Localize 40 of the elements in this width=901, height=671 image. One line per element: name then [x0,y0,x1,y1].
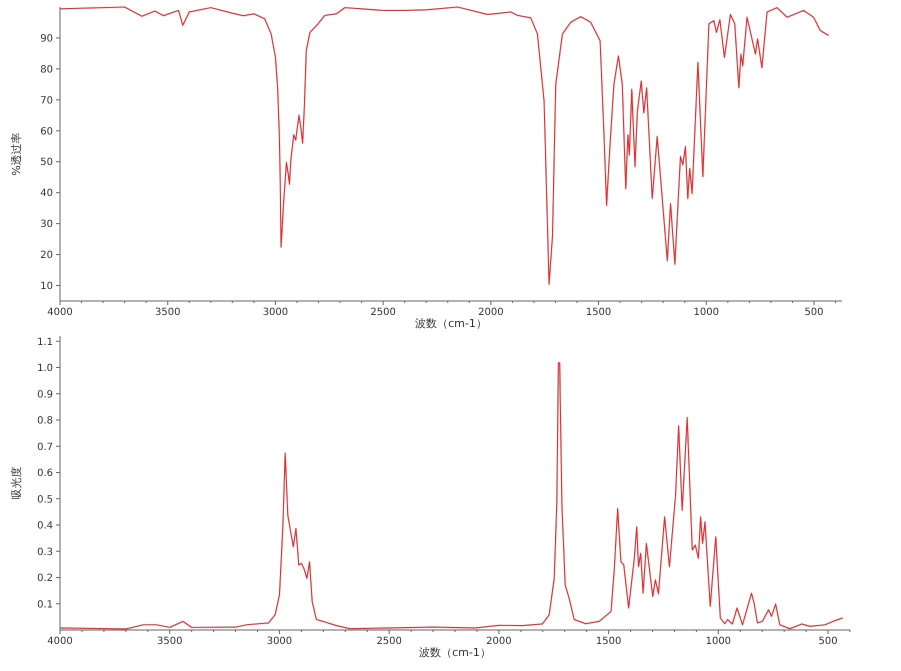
x-tick-label: 1000 [706,636,732,647]
x-tick-label: 1500 [596,636,622,647]
y-tick-label: 0.1 [37,599,53,610]
y-tick-label: 80 [40,64,53,76]
x-tick-label: 1000 [694,307,720,318]
x-axis-title: 波数（cm-1） [419,646,491,659]
y-tick-label: 0.9 [37,389,53,400]
y-tick-label: 0.5 [37,494,53,506]
y-tick-label: 70 [40,95,53,106]
x-tick-label: 4000 [47,636,73,647]
x-tick-label: 2500 [376,636,402,647]
y-tick-label: 60 [40,126,53,138]
y-tick-label: 0.4 [37,520,53,532]
y-tick-label: 90 [40,33,53,44]
y-tick-label: 1.1 [37,336,53,348]
y-tick-label: 10 [40,281,53,292]
y-tick-label: 0.2 [37,573,53,584]
y-tick-label: 30 [40,219,53,230]
x-tick-label: 2000 [486,636,512,647]
y-tick-label: 0.3 [37,546,53,558]
x-tick-label: 500 [804,307,824,318]
y-tick-label: 0.6 [37,468,53,479]
x-tick-label: 2500 [370,307,396,318]
x-tick-label: 3000 [262,307,288,318]
y-tick-label: 1.0 [37,363,53,374]
y-tick-label: 0.7 [37,442,53,453]
y-tick-label: 0.8 [37,416,53,426]
x-tick-label: 3500 [156,636,182,647]
x-tick-label: 3500 [154,307,180,318]
y-tick-label: 20 [40,250,53,262]
y-axis-title: %透过率 [10,132,23,176]
x-tick-label: 3000 [266,636,292,647]
x-tick-label: 4000 [47,307,73,318]
x-tick-label: 2000 [478,307,504,318]
x-axis-title: 波数（cm-1） [415,317,487,330]
x-tick-label: 1500 [586,307,612,318]
y-tick-label: 50 [40,157,53,168]
x-tick-label: 500 [818,636,838,647]
y-axis-title: 吸光度 [10,466,23,500]
y-tick-label: 40 [40,188,53,200]
